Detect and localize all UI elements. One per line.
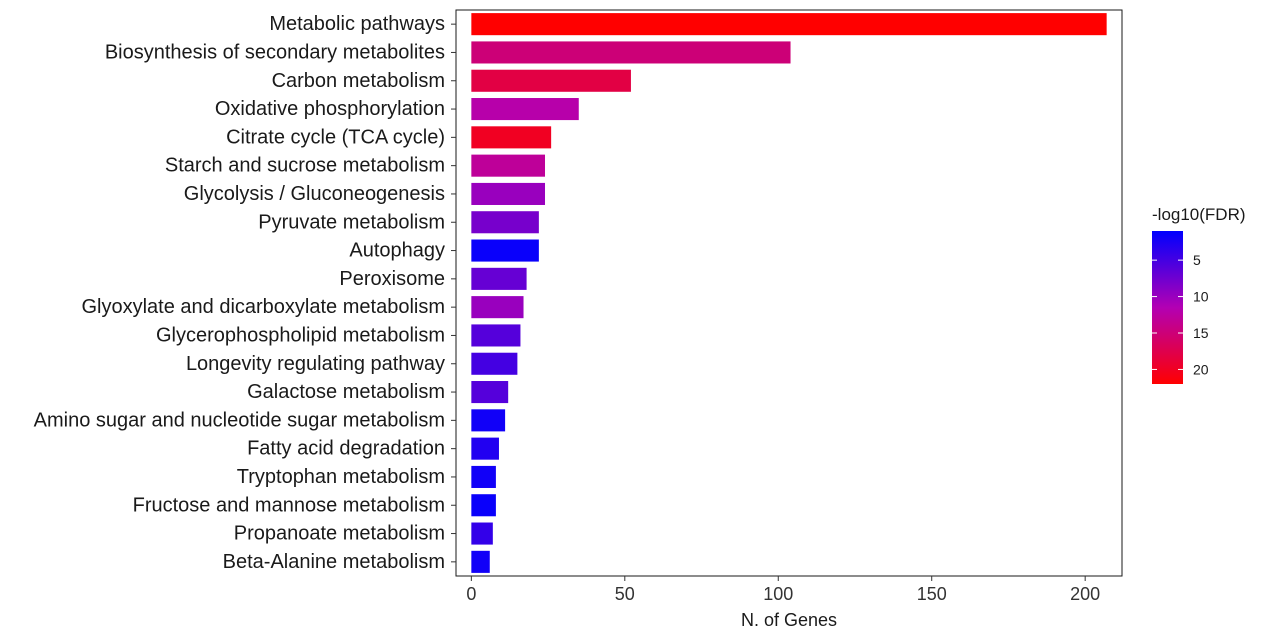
category-label: Pyruvate metabolism [258, 211, 445, 233]
x-tick-label: 200 [1070, 584, 1100, 604]
color-legend: -log10(FDR) 5 10 15 20 [1152, 205, 1246, 384]
bar [471, 69, 631, 92]
category-label: Autophagy [349, 240, 445, 262]
category-label: Tryptophan metabolism [237, 466, 445, 488]
legend-tick-label: 15 [1193, 325, 1209, 341]
plot-panel [455, 9, 1123, 577]
category-label: Peroxisome [339, 268, 445, 290]
x-tick-label: 100 [763, 584, 793, 604]
x-axis: 0 50 100 150 200 [466, 576, 1100, 604]
category-label: Longevity regulating pathway [186, 353, 445, 375]
x-tick-label: 150 [917, 584, 947, 604]
bar [471, 550, 490, 573]
category-label: Galactose metabolism [247, 381, 445, 403]
x-tick-label: 0 [466, 584, 476, 604]
bar [471, 13, 1107, 36]
bar [471, 465, 496, 488]
category-label: Fatty acid degradation [247, 438, 445, 460]
legend-ticks: 5 10 15 20 [1152, 252, 1209, 377]
bar [471, 352, 518, 375]
bar [471, 182, 546, 205]
category-label: Biosynthesis of secondary metabolites [105, 41, 445, 63]
legend-tick-label: 5 [1193, 252, 1201, 268]
category-label: Starch and sucrose metabolism [165, 155, 445, 177]
y-axis-labels: Metabolic pathways Biosynthesis of second… [34, 13, 456, 573]
bar [471, 437, 499, 460]
category-label: Glycolysis / Gluconeogenesis [184, 183, 445, 205]
bar [471, 154, 546, 177]
x-tick-label: 50 [615, 584, 635, 604]
legend-tick-label: 20 [1193, 361, 1209, 377]
category-label: Glyoxylate and dicarboxylate metabolism [81, 296, 445, 318]
category-label: Metabolic pathways [269, 13, 445, 35]
legend-title: -log10(FDR) [1152, 205, 1246, 224]
category-label: Citrate cycle (TCA cycle) [226, 126, 445, 148]
x-axis-title: N. of Genes [741, 610, 837, 630]
bar [471, 126, 552, 149]
bar [471, 522, 493, 545]
bar [471, 324, 521, 347]
bar [471, 98, 579, 121]
category-label: Propanoate metabolism [234, 523, 445, 545]
legend-colorbar [1152, 231, 1183, 384]
category-label: Beta-Alanine metabolism [223, 551, 445, 573]
bar [471, 296, 524, 319]
bar [471, 494, 496, 517]
bar [471, 239, 539, 262]
category-label: Carbon metabolism [272, 70, 445, 92]
category-label: Amino sugar and nucleotide sugar metabol… [34, 409, 445, 431]
category-label: Fructose and mannose metabolism [133, 494, 445, 516]
bar [471, 409, 506, 432]
category-label: Glycerophospholipid metabolism [156, 324, 445, 346]
bar [471, 41, 791, 64]
bar [471, 267, 527, 290]
bar [471, 211, 539, 234]
category-label: Oxidative phosphorylation [215, 98, 445, 120]
bars-group [471, 13, 1107, 573]
bar [471, 381, 509, 404]
legend-tick-label: 10 [1193, 289, 1209, 305]
